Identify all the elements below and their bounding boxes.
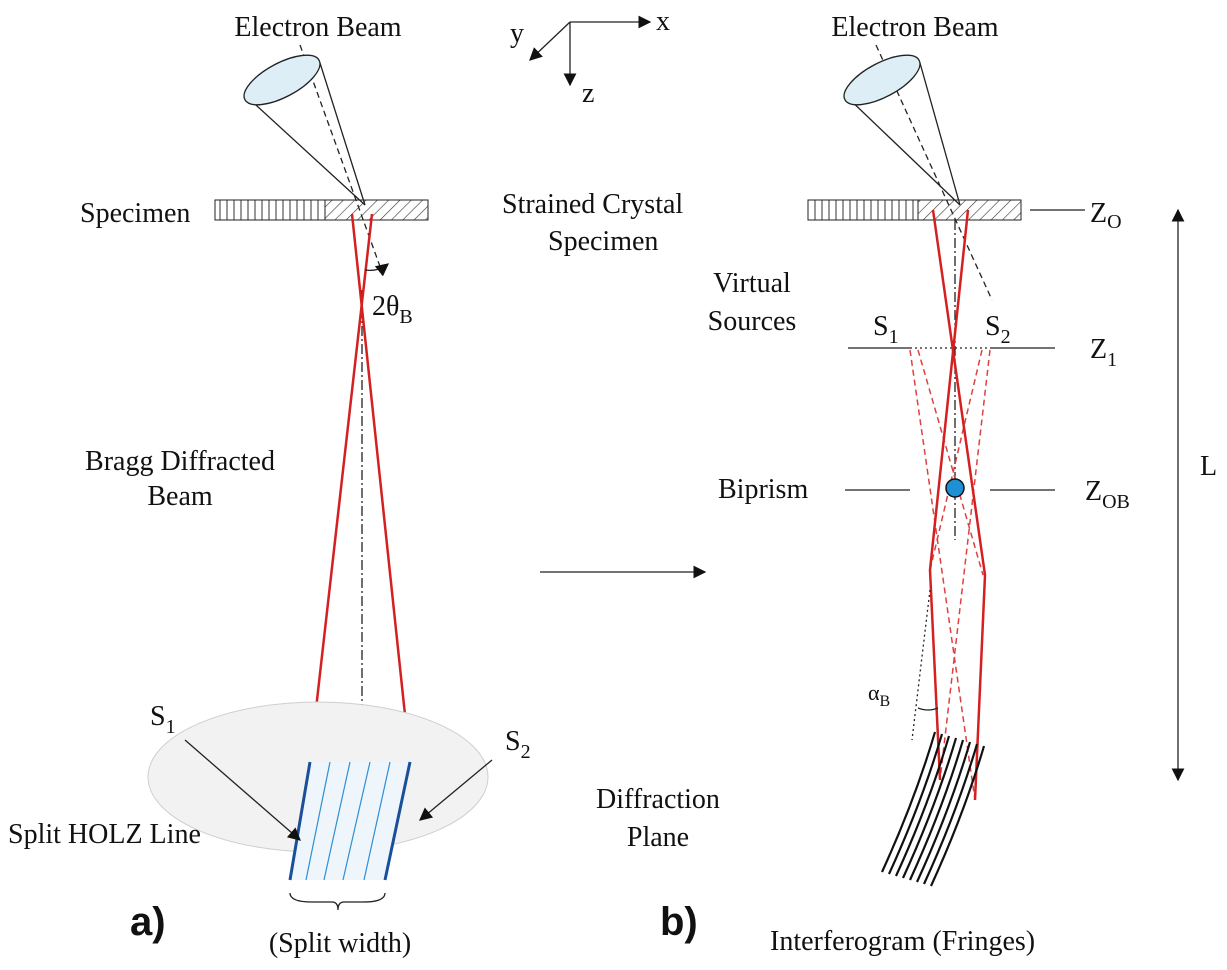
path: [930, 350, 982, 570]
diagram: x y z Electron Beam Specimen 2θB Bragg D…: [0, 0, 1227, 970]
panel-tag: a): [130, 900, 166, 944]
label-part: α: [868, 680, 880, 705]
label: Biprism: [718, 474, 808, 505]
label-part: 2: [521, 741, 531, 763]
label: Sources: [708, 306, 797, 337]
line: [310, 214, 372, 762]
label: Split HOLZ Line: [8, 819, 201, 850]
label-part: 2θ: [372, 291, 399, 322]
label-part: B: [399, 306, 412, 328]
label: Electron Beam: [234, 12, 401, 43]
label: S2: [505, 726, 531, 763]
label: Specimen: [548, 226, 658, 257]
label: Specimen: [80, 198, 190, 229]
label: L: [1200, 451, 1217, 482]
axis-label: z: [582, 78, 594, 109]
label-part: 2: [1001, 326, 1011, 348]
label-part: S: [505, 726, 521, 757]
label: S2: [985, 311, 1011, 348]
label: αB: [868, 680, 890, 710]
label-part: B: [880, 693, 891, 710]
path: [918, 708, 938, 710]
rect: [325, 200, 428, 220]
label-part: 1: [889, 326, 899, 348]
label: Strained Crystal: [502, 189, 683, 220]
group: Electron Beam Specimen 2θB Bragg Diffrac…: [8, 12, 531, 959]
label-part: 1: [1107, 349, 1117, 371]
label-part: Z: [1085, 476, 1102, 507]
panel-tag: b): [660, 900, 698, 944]
group: x y z: [510, 6, 670, 109]
axis-label: x: [656, 6, 670, 37]
ellipse: [237, 45, 327, 114]
label-part: 1: [166, 716, 176, 738]
line: [530, 22, 570, 60]
label: Bragg Diffracted: [85, 446, 275, 477]
label-part: Z: [1090, 334, 1107, 365]
line: [845, 95, 960, 205]
label: Plane: [627, 822, 689, 853]
circle: [946, 479, 964, 497]
label: S1: [150, 701, 176, 738]
label: Z1: [1090, 334, 1117, 371]
rect: [808, 200, 918, 220]
ellipse: [837, 45, 927, 114]
label: ZOB: [1085, 476, 1130, 513]
path: [365, 264, 388, 270]
label-part: S: [150, 701, 166, 732]
label-part: O: [1107, 211, 1121, 233]
group: [882, 732, 984, 886]
label: Interferogram (Fringes): [770, 926, 1035, 957]
label: ZO: [1090, 198, 1122, 233]
label: Beam: [147, 481, 213, 512]
axis-label: y: [510, 18, 524, 49]
label: Diffraction: [596, 784, 720, 815]
path: [290, 893, 385, 910]
label-part: S: [985, 311, 1001, 342]
rect: [215, 200, 325, 220]
label-part: Z: [1090, 198, 1107, 229]
label: Virtual: [713, 268, 791, 299]
label-part: S: [873, 311, 889, 342]
label: Electron Beam: [831, 12, 998, 43]
label-part: OB: [1102, 491, 1130, 513]
group: Electron Beam Strained Crystal Specimen …: [502, 12, 1217, 957]
path: [910, 350, 975, 800]
label: (Split width): [269, 928, 411, 959]
label: S1: [873, 311, 899, 348]
label: 2θB: [372, 291, 413, 328]
line: [920, 63, 960, 205]
line: [912, 590, 930, 740]
